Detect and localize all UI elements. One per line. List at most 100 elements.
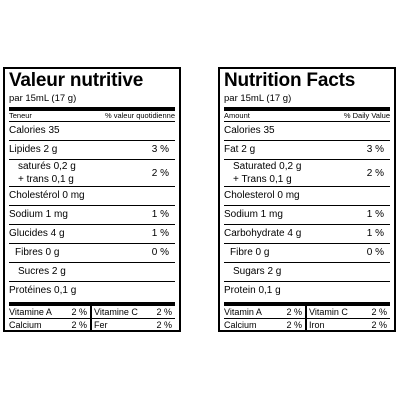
divider xyxy=(9,224,175,225)
sodium-pct: 1 % xyxy=(366,209,384,220)
sodium-pct: 1 % xyxy=(151,209,169,220)
divider xyxy=(9,262,175,263)
calcium-label: Calcium xyxy=(9,320,42,330)
vitamin-a-cell: Vitamine A 2 % xyxy=(9,306,90,318)
carbohydrate-label: Glucides 4 g xyxy=(9,228,65,239)
carbohydrate-label: Carbohydrate 4 g xyxy=(224,228,302,239)
divider xyxy=(9,140,175,141)
divider xyxy=(224,186,390,187)
divider xyxy=(224,140,390,141)
iron-pct: 2 % xyxy=(156,320,172,330)
row-minerals: Calcium 2 % Fer 2 % xyxy=(9,319,175,331)
header-amount: Amount xyxy=(224,111,250,120)
column-header: Teneur % valeur quotidienne xyxy=(9,111,175,121)
vitamin-c-label: Vitamin C xyxy=(309,307,348,317)
sugars-label: Sugars 2 g xyxy=(233,266,282,277)
row-calories: Calories 35 xyxy=(9,122,175,140)
row-cholesterol: Cholestérol 0 mg xyxy=(9,187,175,205)
sodium-label: Sodium 1 mg xyxy=(224,209,283,220)
divider xyxy=(9,159,175,160)
row-sodium: Sodium 1 mg 1 % xyxy=(224,206,390,224)
saturated-label: Saturated 0,2 g xyxy=(233,161,302,172)
nutrition-label-english: Nutrition Facts par 15mL (17 g) Amount %… xyxy=(218,67,396,332)
fibre-label: Fibre 0 g xyxy=(230,247,270,258)
label-title: Valeur nutritive xyxy=(9,70,144,91)
header-daily-value: % Daily Value xyxy=(343,111,390,120)
divider xyxy=(224,318,390,319)
iron-cell: Iron 2 % xyxy=(305,319,390,331)
divider xyxy=(224,281,390,282)
saturated-trans-pct: 2 % xyxy=(151,167,169,179)
header-daily-value: % valeur quotidienne xyxy=(104,111,175,120)
row-vitamins: Vitamine A 2 % Vitamine C 2 % xyxy=(9,306,175,318)
cholesterol-label: Cholesterol 0 mg xyxy=(224,190,300,201)
row-saturated-trans: Saturated 0,2 g + Trans 0,1 g 2 % xyxy=(224,160,390,186)
iron-cell: Fer 2 % xyxy=(90,319,175,331)
fibre-pct: 0 % xyxy=(366,247,384,258)
saturated-label: saturés 0,2 g xyxy=(18,161,76,172)
row-carbohydrate: Carbohydrate 4 g 1 % xyxy=(224,225,390,243)
divider xyxy=(224,224,390,225)
row-vitamins: Vitamin A 2 % Vitamin C 2 % xyxy=(224,306,390,318)
divider xyxy=(9,318,175,319)
protein-label: Protéines 0,1 g xyxy=(9,285,77,296)
trans-label: + trans 0,1 g xyxy=(18,174,74,185)
cholesterol-label: Cholestérol 0 mg xyxy=(9,190,85,201)
vitamin-c-cell: Vitamine C 2 % xyxy=(90,306,175,318)
calcium-label: Calcium xyxy=(224,320,257,330)
vitamin-a-label: Vitamin A xyxy=(224,307,262,317)
calcium-pct: 2 % xyxy=(286,320,302,330)
iron-label: Iron xyxy=(309,320,325,330)
row-protein: Protéines 0,1 g xyxy=(9,282,175,300)
vitamin-c-cell: Vitamin C 2 % xyxy=(305,306,390,318)
row-sugars: Sugars 2 g xyxy=(224,263,390,281)
calories-label: Calories 35 xyxy=(9,125,60,136)
vitamin-a-pct: 2 % xyxy=(286,307,302,317)
fibre-label: Fibres 0 g xyxy=(15,247,60,258)
carbohydrate-pct: 1 % xyxy=(151,228,169,239)
divider xyxy=(224,262,390,263)
row-fat: Lipides 2 g 3 % xyxy=(9,141,175,159)
row-saturated-trans: saturés 0,2 g + trans 0,1 g 2 % xyxy=(9,160,175,186)
divider xyxy=(9,121,175,122)
vitamin-c-pct: 2 % xyxy=(371,307,387,317)
carbohydrate-pct: 1 % xyxy=(366,228,384,239)
fibre-pct: 0 % xyxy=(151,247,169,258)
row-protein: Protein 0,1 g xyxy=(224,282,390,300)
header-amount: Teneur xyxy=(9,111,32,120)
row-minerals: Calcium 2 % Iron 2 % xyxy=(224,319,390,331)
protein-label: Protein 0,1 g xyxy=(224,285,281,296)
row-carbohydrate: Glucides 4 g 1 % xyxy=(9,225,175,243)
fat-pct: 3 % xyxy=(366,144,384,155)
row-sodium: Sodium 1 mg 1 % xyxy=(9,206,175,224)
divider xyxy=(224,205,390,206)
divider xyxy=(9,281,175,282)
fat-label: Fat 2 g xyxy=(224,144,256,155)
calcium-cell: Calcium 2 % xyxy=(224,319,305,331)
fat-label: Lipides 2 g xyxy=(9,144,58,155)
sodium-label: Sodium 1 mg xyxy=(9,209,68,220)
iron-pct: 2 % xyxy=(371,320,387,330)
vitamin-a-cell: Vitamin A 2 % xyxy=(224,306,305,318)
iron-label: Fer xyxy=(94,320,108,330)
divider xyxy=(9,205,175,206)
row-cholesterol: Cholesterol 0 mg xyxy=(224,187,390,205)
divider xyxy=(224,243,390,244)
thick-divider xyxy=(224,302,390,306)
divider xyxy=(9,243,175,244)
serving-size: par 15mL (17 g) xyxy=(224,93,292,104)
thick-divider xyxy=(9,302,175,306)
column-header: Amount % Daily Value xyxy=(224,111,390,121)
row-fat: Fat 2 g 3 % xyxy=(224,141,390,159)
calcium-cell: Calcium 2 % xyxy=(9,319,90,331)
thick-divider xyxy=(224,107,390,111)
label-title: Nutrition Facts xyxy=(224,70,356,91)
row-calories: Calories 35 xyxy=(224,122,390,140)
fat-pct: 3 % xyxy=(151,144,169,155)
vitamin-a-label: Vitamine A xyxy=(9,307,52,317)
calories-label: Calories 35 xyxy=(224,125,275,136)
divider xyxy=(9,186,175,187)
thick-divider xyxy=(9,107,175,111)
vitamin-c-label: Vitamine C xyxy=(94,307,138,317)
divider xyxy=(224,121,390,122)
